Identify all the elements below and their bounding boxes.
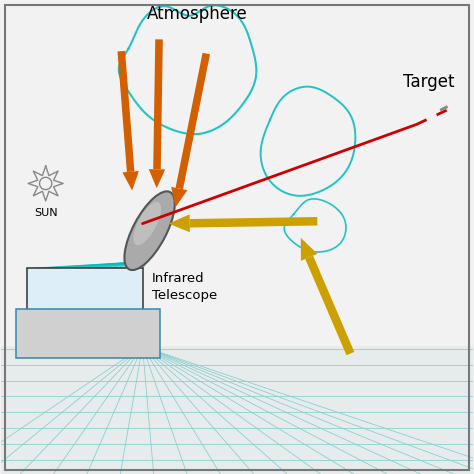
FancyBboxPatch shape	[27, 268, 143, 311]
Text: Target: Target	[403, 73, 454, 91]
Polygon shape	[171, 187, 187, 207]
Polygon shape	[175, 53, 210, 189]
Polygon shape	[168, 214, 190, 232]
Text: Infrared
Telescope: Infrared Telescope	[152, 273, 217, 302]
Polygon shape	[118, 51, 135, 172]
FancyBboxPatch shape	[16, 309, 160, 358]
Polygon shape	[122, 171, 139, 191]
Polygon shape	[190, 217, 318, 228]
Ellipse shape	[124, 191, 175, 270]
Polygon shape	[305, 255, 354, 355]
FancyBboxPatch shape	[1, 346, 473, 474]
Ellipse shape	[133, 202, 161, 245]
Polygon shape	[149, 169, 165, 188]
Polygon shape	[153, 39, 163, 169]
Polygon shape	[301, 238, 318, 261]
Text: SUN: SUN	[34, 208, 57, 218]
Text: Atmosphere: Atmosphere	[146, 5, 247, 23]
